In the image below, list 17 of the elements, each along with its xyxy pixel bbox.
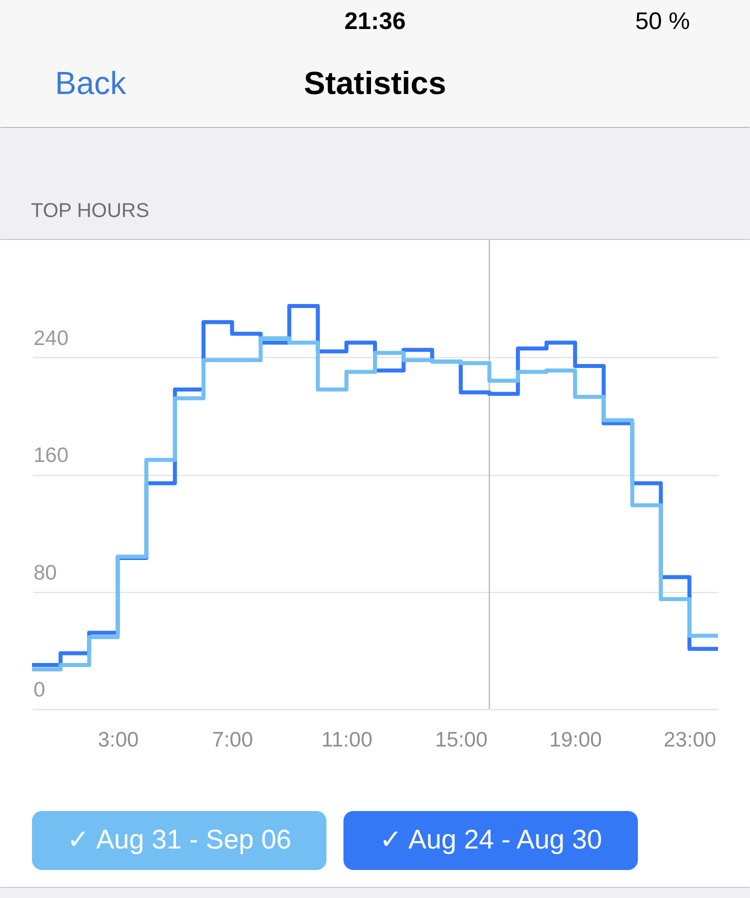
x-tick-label: 19:00: [549, 728, 602, 752]
text: Back: [55, 65, 128, 101]
x-tick-label: 15:00: [434, 728, 488, 752]
text: ✓ Aug 31 - Sep 06: [67, 824, 292, 854]
chart-subtitle: TOP HOURS: [31, 200, 150, 222]
x-tick-label: 7:00: [212, 728, 254, 752]
text: 50 %: [635, 8, 690, 35]
chart-title: Statistics: [304, 65, 446, 101]
y-tick-label: 0: [34, 678, 46, 702]
text: ✓ Aug 24 - Aug 30: [379, 824, 602, 854]
x-tick-label: 11:00: [321, 728, 372, 752]
y-tick-label: 240: [34, 326, 69, 350]
text: 21:36: [344, 8, 406, 35]
x-tick-label: 23:00: [664, 728, 716, 752]
y-tick-label: 160: [34, 444, 69, 467]
x-tick-label: 3:00: [98, 728, 139, 752]
y-tick-label: 80: [34, 561, 57, 584]
